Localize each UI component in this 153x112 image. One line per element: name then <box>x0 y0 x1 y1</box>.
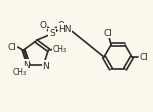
Text: CH₃: CH₃ <box>52 45 66 54</box>
Text: Cl: Cl <box>7 43 16 52</box>
Text: O: O <box>39 21 47 30</box>
Text: Cl: Cl <box>104 29 112 38</box>
Text: N: N <box>23 60 30 69</box>
Text: S: S <box>49 29 55 38</box>
Text: HN: HN <box>58 24 72 33</box>
Text: CH₃: CH₃ <box>12 67 26 76</box>
Text: Cl: Cl <box>140 53 148 62</box>
Text: O: O <box>58 21 65 30</box>
Text: N: N <box>42 61 49 70</box>
